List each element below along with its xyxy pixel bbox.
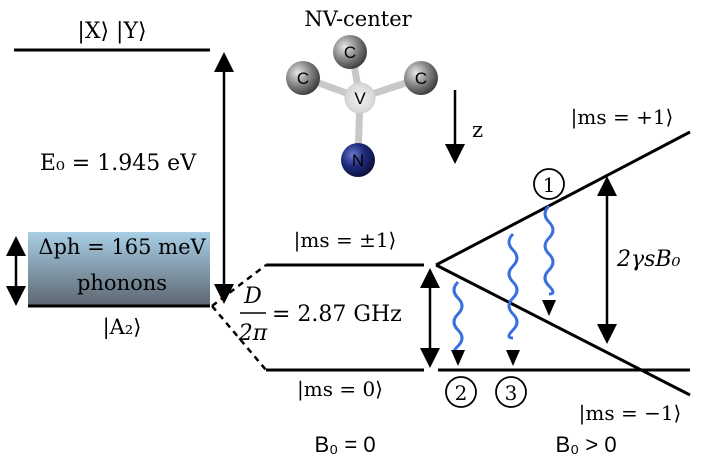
finite-field-condition: B₀ > 0 (555, 432, 616, 457)
zero-field-condition: B₀ = 0 (314, 432, 375, 457)
level-ms-m1-branch (435, 263, 691, 397)
nv-center-title: NV-center (304, 7, 412, 31)
splitting-numerator: D (243, 284, 262, 309)
splitting-value: = 2.87 GHz (272, 302, 402, 327)
transition-wave-1 (542, 204, 556, 316)
carbon-atom-right (404, 61, 438, 95)
phonon-band (28, 232, 210, 306)
splitting-denominator: 2π (238, 321, 268, 346)
atom-label-v: V (354, 89, 366, 108)
nitrogen-atom (341, 143, 375, 177)
level-ms-p1-label: |ms = +1⟩ (571, 105, 674, 130)
zero-phonon-energy-label: E₀ = 1.945 eV (40, 151, 197, 176)
transition-3-label: 3 (505, 381, 518, 405)
carbon-atom-left (286, 61, 320, 95)
dashed-connector-lower (211, 305, 267, 371)
transition-3-marker (495, 376, 527, 408)
z-axis-label: z (472, 118, 483, 142)
dashed-connector-upper (211, 264, 267, 307)
transition-2-label: 2 (455, 381, 468, 405)
zeeman-splitting-label: 2γsB₀ (616, 247, 681, 272)
atom-label-c-top: C (344, 43, 356, 62)
atom-label-n: N (352, 151, 364, 170)
transition-wave-2 (451, 280, 465, 366)
transition-2-marker (445, 376, 477, 408)
transition-wave-3 (506, 232, 520, 366)
excited-state-label: |X⟩ |Y⟩ (77, 19, 146, 44)
level-ms-p1-branch (435, 130, 691, 267)
ground-state-label: |A₂⟩ (103, 315, 142, 340)
carbon-atom-top (333, 35, 367, 69)
atom-label-c-left: C (297, 69, 309, 88)
level-ms-pm1-label: |ms = ±1⟩ (294, 228, 397, 253)
atom-label-c-right: C (415, 69, 427, 88)
transition-1-marker (533, 168, 565, 200)
phonons-label: phonons (77, 271, 167, 295)
nv-molecule (286, 35, 438, 177)
level-ms-m1-label: |ms = −1⟩ (579, 401, 682, 426)
transition-1-label: 1 (543, 173, 556, 197)
phonon-width-label: Δph = 165 meV (38, 235, 206, 259)
level-ms-0-label: |ms = 0⟩ (297, 377, 383, 402)
vacancy-site (344, 82, 376, 114)
